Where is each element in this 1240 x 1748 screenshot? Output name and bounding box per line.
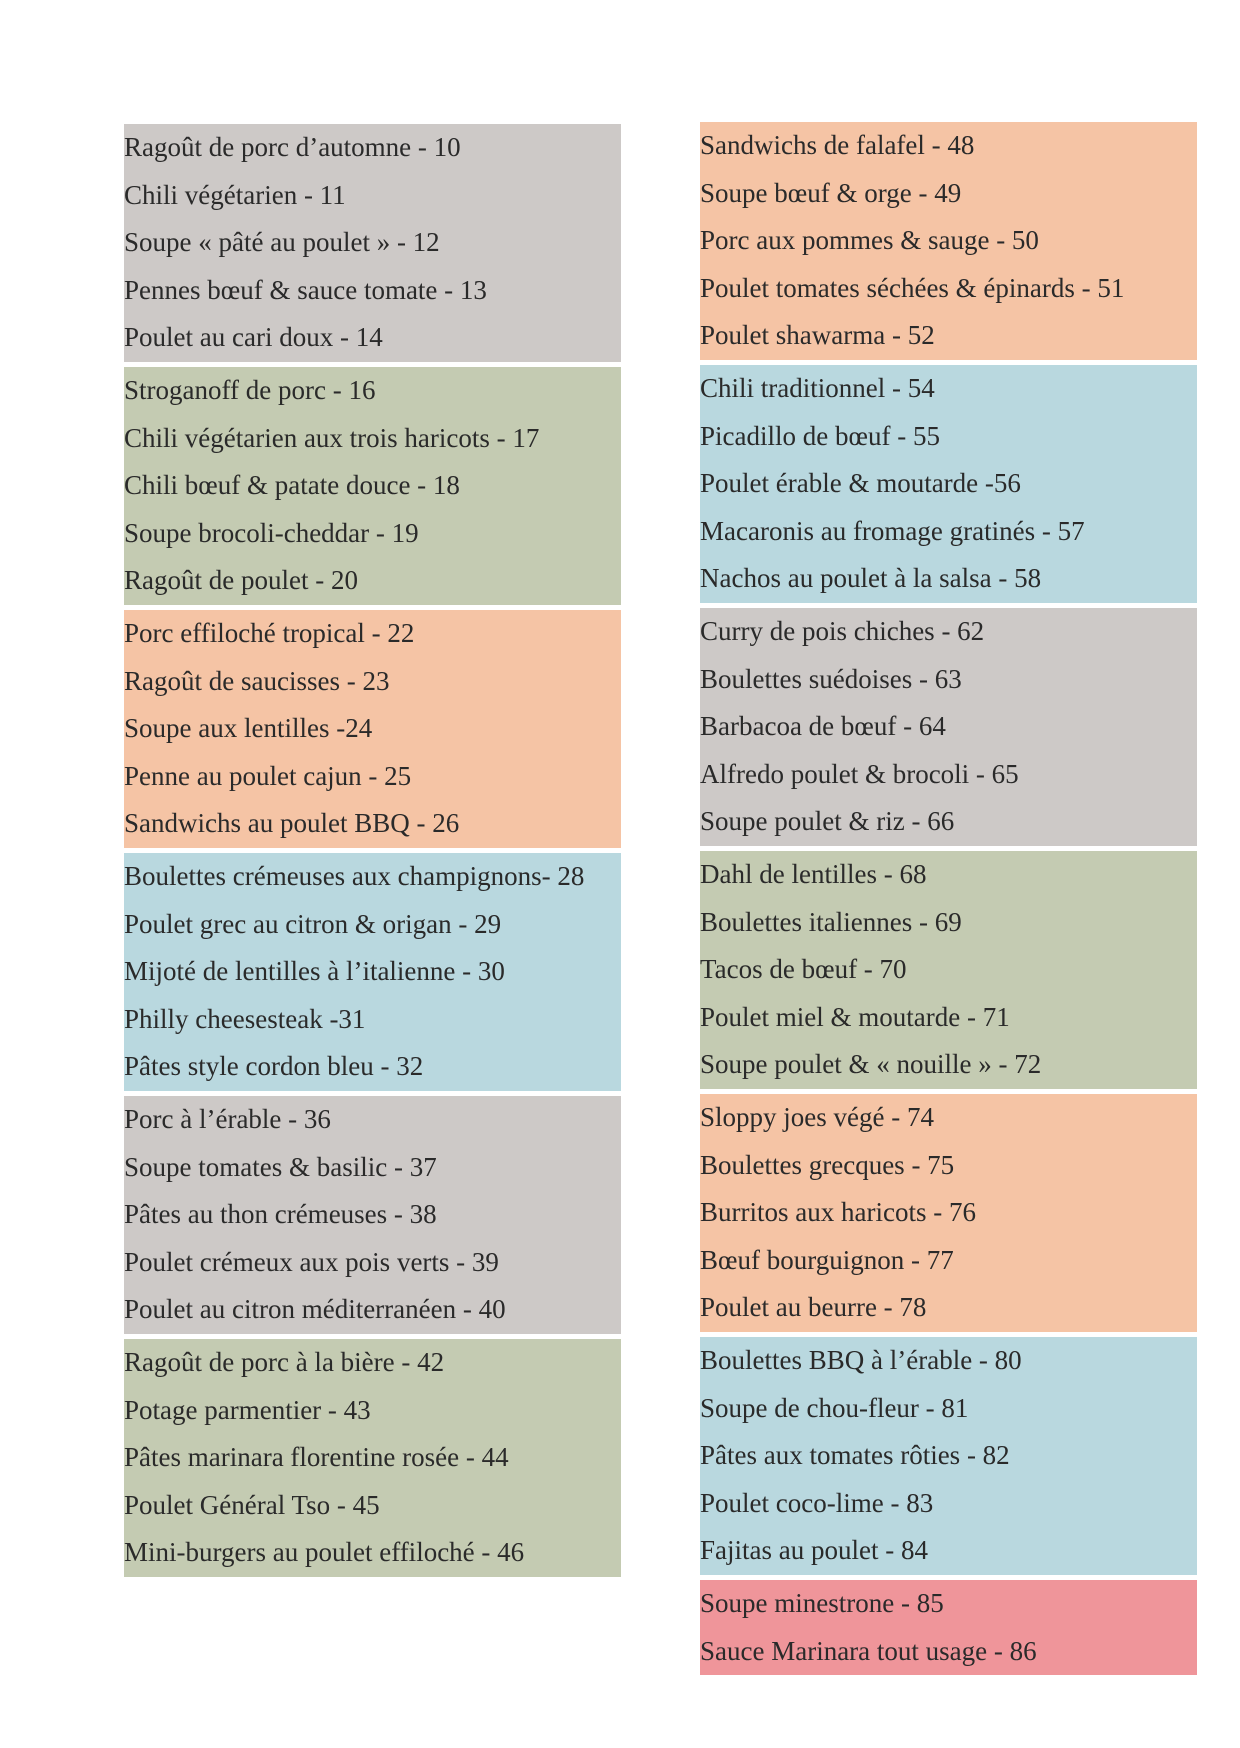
recipe-entry: Soupe tomates & basilic - 37 <box>124 1151 437 1182</box>
recipe-entry: Pâtes marinara florentine rosée - 44 <box>124 1442 509 1472</box>
recipe-entry: Chili végétarien aux trois haricots - 17 <box>124 422 540 453</box>
recipe-entry: Poulet coco-lime - 83 <box>700 1487 934 1518</box>
recipe-entry: Boulettes suédoises - 63 <box>700 663 962 694</box>
recipe-entry: Poulet Général Tso - 45 <box>124 1489 380 1520</box>
recipe-entry: Chili végétarien - 11 <box>124 179 346 210</box>
recipe-entry: Poulet au cari doux - 14 <box>124 322 383 352</box>
recipe-group: Ragoût de porc à la bière - 42 Potage par… <box>124 1339 621 1577</box>
recipe-entry: Pâtes au thon crémeuses - 38 <box>124 1199 437 1229</box>
recipe-entry: Ragoût de porc d’automne - 10 <box>124 132 461 162</box>
recipe-entry: Penne au poulet cajun - 25 <box>124 760 412 791</box>
index-column: Ragoût de porc d’automne - 10 Chili végét… <box>124 124 621 1577</box>
recipe-entry: Soupe brocoli-cheddar - 19 <box>124 517 419 548</box>
recipe-entry: Dahl de lentilles - 68 <box>700 859 927 889</box>
recipe-group: Porc effiloché tropical - 22 Ragoût de sa… <box>124 610 621 848</box>
recipe-entry: Sauce Marinara tout usage - 86 <box>700 1635 1037 1666</box>
recipe-entry: Chili traditionnel - 54 <box>700 373 935 403</box>
recipe-group: Ragoût de porc d’automne - 10 Chili végét… <box>124 124 621 362</box>
recipe-group: Curry de pois chiches - 62 Boulettes suéd… <box>700 608 1197 846</box>
recipe-entry: Soupe bœuf & orge - 49 <box>700 177 962 208</box>
recipe-entry: Poulet shawarma - 52 <box>700 320 935 350</box>
recipe-entry: Pennes bœuf & sauce tomate - 13 <box>124 274 487 305</box>
recipe-entry: Soupe poulet & riz - 66 <box>700 806 955 836</box>
recipe-entry: Stroganoff de porc - 16 <box>124 375 376 405</box>
recipe-group: Sloppy joes végé - 74 Boulettes grecques … <box>700 1094 1197 1332</box>
index-column: Sandwichs de falafel - 48 Soupe bœuf & or… <box>700 122 1197 1675</box>
recipe-entry: Poulet grec au citron & origan - 29 <box>124 908 502 939</box>
recipe-entry: Picadillo de bœuf - 55 <box>700 420 940 451</box>
recipe-entry: Sandwichs de falafel - 48 <box>700 130 975 160</box>
recipe-group: Boulettes BBQ à l’érable - 80 Soupe de ch… <box>700 1337 1197 1575</box>
recipe-entry: Tacos de bœuf - 70 <box>700 954 907 984</box>
recipe-entry: Macaronis au fromage gratinés - 57 <box>700 515 1085 546</box>
recipe-group: Boulettes crémeuses aux champignons- 28 P… <box>124 853 621 1091</box>
recipe-entry: Poulet tomates séchées & épinards - 51 <box>700 272 1125 303</box>
recipe-entry: Soupe poulet & « nouille » - 72 <box>700 1049 1042 1079</box>
recipe-group: Porc à l’érable - 36 Soupe tomates & basi… <box>124 1096 621 1334</box>
recipe-entry: Pâtes aux tomates rôties - 82 <box>700 1440 1010 1470</box>
recipe-group: Dahl de lentilles - 68 Boulettes italienn… <box>700 851 1197 1089</box>
recipe-entry: Sandwichs au poulet BBQ - 26 <box>124 808 460 838</box>
recipe-entry: Poulet miel & moutarde - 71 <box>700 1001 1010 1032</box>
recipe-entry: Poulet crémeux aux pois verts - 39 <box>124 1246 499 1277</box>
recipe-entry: Alfredo poulet & brocoli - 65 <box>700 758 1019 789</box>
recipe-entry: Soupe de chou-fleur - 81 <box>700 1392 969 1423</box>
recipe-entry: Poulet au citron méditerranéen - 40 <box>124 1294 506 1324</box>
recipe-entry: Porc aux pommes & sauge - 50 <box>700 225 1039 255</box>
recipe-entry: Fajitas au poulet - 84 <box>700 1535 928 1565</box>
recipe-entry: Nachos au poulet à la salsa - 58 <box>700 563 1042 593</box>
recipe-entry: Sloppy joes végé - 74 <box>700 1102 934 1132</box>
recipe-entry: Ragoût de porc à la bière - 42 <box>124 1347 445 1377</box>
recipe-entry: Potage parmentier - 43 <box>124 1394 371 1425</box>
recipe-entry: Poulet érable & moutarde -56 <box>700 468 1021 498</box>
recipe-entry: Soupe minestrone - 85 <box>700 1588 944 1618</box>
recipe-entry: Soupe « pâté au poulet » - 12 <box>124 227 440 257</box>
recipe-entry: Boulettes grecques - 75 <box>700 1149 955 1180</box>
recipe-entry: Boulettes italiennes - 69 <box>700 906 962 937</box>
recipe-entry: Pâtes style cordon bleu - 32 <box>124 1051 424 1081</box>
recipe-group: Soupe minestrone - 85 Sauce Marinara tout… <box>700 1580 1197 1675</box>
recipe-entry: Burritos aux haricots - 76 <box>700 1197 976 1227</box>
recipe-entry: Mini-burgers au poulet effiloché - 46 <box>124 1537 525 1567</box>
recipe-entry: Ragoût de saucisses - 23 <box>124 665 390 696</box>
recipe-entry: Porc effiloché tropical - 22 <box>124 618 415 648</box>
recipe-entry: Poulet au beurre - 78 <box>700 1292 927 1322</box>
recipe-entry: Ragoût de poulet - 20 <box>124 565 358 595</box>
recipe-entry: Barbacoa de bœuf - 64 <box>700 711 946 741</box>
recipe-entry: Soupe aux lentilles -24 <box>124 713 373 743</box>
recipe-entry: Mijoté de lentilles à l’italienne - 30 <box>124 956 505 986</box>
recipe-entry: Boulettes BBQ à l’érable - 80 <box>700 1345 1022 1375</box>
recipe-entry: Porc à l’érable - 36 <box>124 1104 331 1134</box>
recipe-entry: Bœuf bourguignon - 77 <box>700 1244 954 1275</box>
recipe-entry: Curry de pois chiches - 62 <box>700 616 985 646</box>
recipe-entry: Boulettes crémeuses aux champignons- 28 <box>124 861 585 891</box>
recipe-group: Sandwichs de falafel - 48 Soupe bœuf & or… <box>700 122 1197 360</box>
recipe-group: Stroganoff de porc - 16 Chili végétarien … <box>124 367 621 605</box>
recipe-entry: Philly cheesesteak -31 <box>124 1003 366 1034</box>
recipe-group: Chili traditionnel - 54 Picadillo de bœuf… <box>700 365 1197 603</box>
recipe-entry: Chili bœuf & patate douce - 18 <box>124 470 460 500</box>
